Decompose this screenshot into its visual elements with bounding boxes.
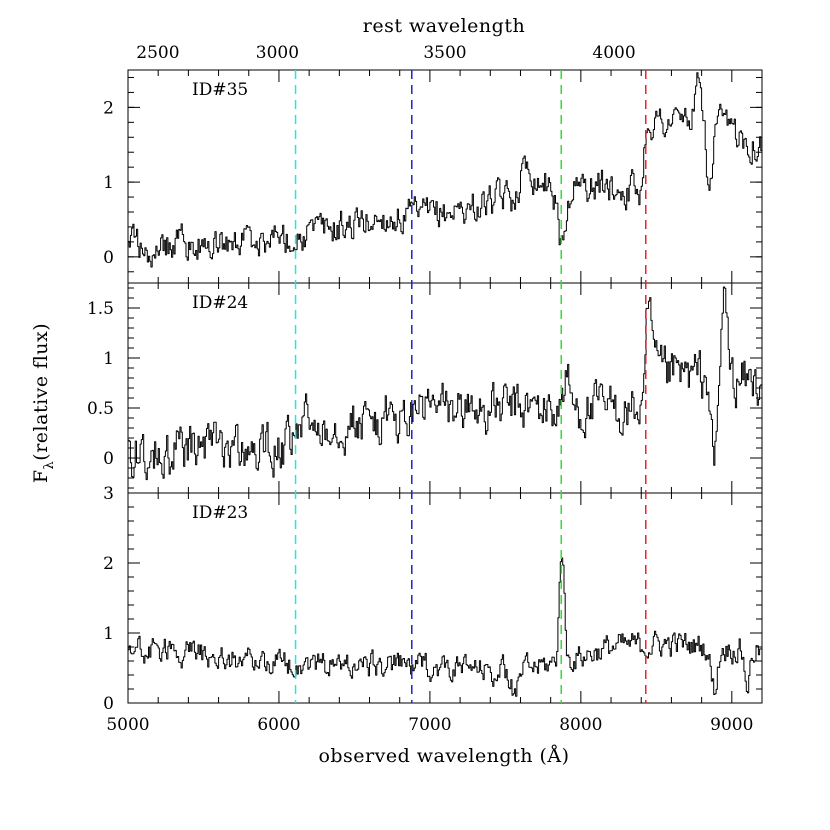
y-tick-label-1: 1.5 bbox=[87, 299, 114, 319]
spectrum-line-2 bbox=[128, 557, 763, 697]
y-tick-label-0: 1 bbox=[103, 173, 114, 193]
spectrum-line-0 bbox=[128, 72, 763, 268]
panel-label-2: ID#23 bbox=[192, 503, 248, 523]
y-axis-label: Fλ(relative flux) bbox=[30, 323, 57, 483]
y-tick-label-0: 2 bbox=[103, 98, 114, 118]
x-axis-label: observed wavelength (Å) bbox=[318, 745, 569, 767]
y-tick-label-1: 0.5 bbox=[87, 399, 114, 419]
y-tick-label-2: 0 bbox=[103, 694, 114, 714]
x-tick-label: 7000 bbox=[408, 715, 451, 735]
y-tick-label-2: 2 bbox=[103, 554, 114, 574]
x-tick-label: 6000 bbox=[257, 715, 300, 735]
y-tick-label-1: 1 bbox=[103, 349, 114, 369]
y-tick-label-2: 1 bbox=[103, 624, 114, 644]
y-axis-label-sub: λ bbox=[42, 461, 57, 470]
y-tick-label-2: 3 bbox=[103, 484, 114, 504]
top-tick-label: 4000 bbox=[592, 43, 635, 63]
x-tick-label: 5000 bbox=[106, 715, 149, 735]
panel-frame-2 bbox=[127, 492, 763, 704]
spectrum-line-1 bbox=[128, 286, 763, 481]
panel-label-1: ID#24 bbox=[192, 293, 248, 313]
panel-label-0: ID#35 bbox=[192, 80, 248, 100]
x-tick-label: 8000 bbox=[559, 715, 602, 735]
top-tick-label: 3500 bbox=[423, 43, 466, 63]
top-tick-label: 3000 bbox=[256, 43, 299, 63]
plot-area: 0 1 2 ID#35 0 0.5 1 1.5 ID#24 0 1 2 3 ID#23 5000 6000 70… bbox=[87, 43, 763, 735]
y-axis-label-rest: (relative flux) bbox=[30, 323, 52, 461]
top-axis-label: rest wavelength bbox=[363, 15, 525, 37]
y-tick-label-0: 0 bbox=[103, 248, 114, 268]
y-tick-label-1: 0 bbox=[103, 449, 114, 469]
top-tick-label: 2500 bbox=[136, 43, 179, 63]
x-tick-label: 9000 bbox=[710, 715, 753, 735]
panel-frame-0 bbox=[127, 69, 763, 284]
y-axis-label-f: F bbox=[30, 469, 52, 483]
